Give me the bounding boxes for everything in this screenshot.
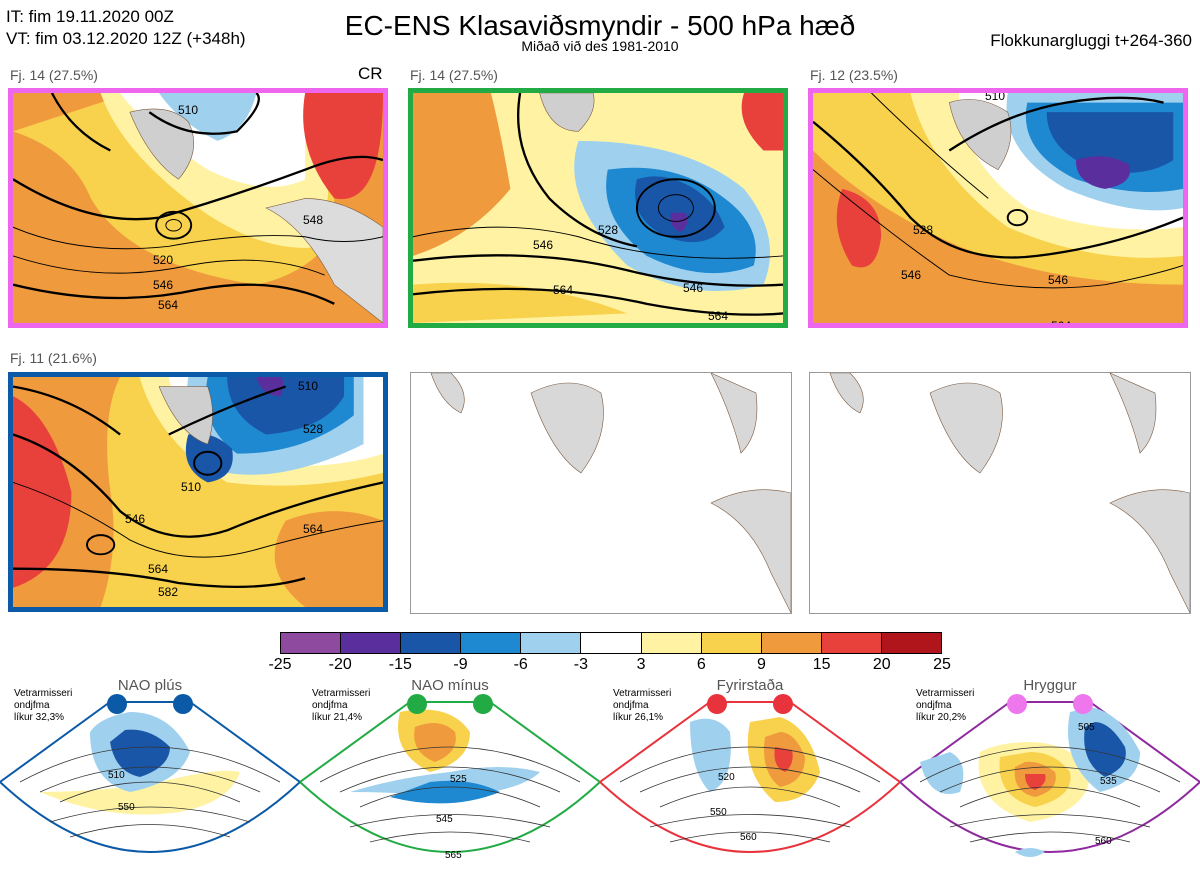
regime-name: NAO plús [117,677,183,694]
contour-label: 564 [708,309,729,323]
colorbar-swatch [881,633,942,653]
colorbar-tick-label: 25 [933,656,951,673]
page-title: EC-ENS Klasaviðsmyndir - 500 hPa hæð [344,10,856,41]
contour-label: 510 [108,770,125,781]
contour-label: 520 [718,772,735,783]
regime-nao-plus-map [0,694,300,853]
contour-label: 528 [598,223,619,237]
contour-label: 582 [213,321,234,328]
cr-marker: CR [358,64,383,83]
cluster-2-map[interactable]: 528 546 546 564 564 [408,88,788,328]
cluster-4-label: Fj. 11 (21.6%) [10,350,97,366]
colorbar-swatch [821,633,882,653]
contour-label: 528 [913,223,934,237]
colorbar-swatch [701,633,762,653]
regime-nao-minus-map [300,694,600,853]
cluster-1-anomaly-field [13,93,383,323]
regime-note: Vetrarmisseri ondjfma líkur 21,4% [312,688,371,723]
contour-label: 545 [436,814,453,825]
contour-label: 564 [158,298,179,312]
contour-label: 565 [445,850,462,861]
colorbar-swatch [641,633,702,653]
regime-nao-minus: 525 545 565 [300,672,600,871]
colorbar-tick-label: -9 [453,656,468,673]
colorbar-tick-label: -6 [513,656,528,673]
contour-label: 548 [303,213,324,227]
contour-label: 564 [303,522,324,536]
contour-label: 510 [985,89,1006,103]
regime-blocking-map [600,694,900,853]
contour-label: 546 [153,278,174,292]
basemap [829,373,1190,613]
regime-note: Vetrarmisseri ondjfma líkur 32,3% [14,688,73,723]
cluster-2-label: Fj. 14 (27.5%) [410,67,498,83]
cluster-1-map[interactable]: 510 520 546 548 564 582 [8,88,388,328]
contour-label: 546 [533,238,554,252]
colorbar-tick-label: 9 [757,656,766,673]
initial-time: IT: fim 19.11.2020 00Z [6,7,174,26]
regime-blocking: 520 550 560 [600,672,900,871]
cluster-1-label: Fj. 14 (27.5%) [10,67,98,83]
regime-name: NAO mínus [411,677,489,694]
contour-label: 510 [181,480,202,494]
regime-name: Fyrirstaða [716,677,784,694]
contour-label: 564 [148,562,169,576]
regime-name: Hryggur [1023,677,1077,694]
valid-time: VT: fim 03.12.2020 12Z (+348h) [6,29,246,48]
regime-note: Vetrarmisseri ondjfma líkur 26,1% [613,688,672,723]
colorbar-tick-label: 6 [696,656,706,673]
contour-label: 546 [683,281,704,295]
contour-label: 528 [303,422,324,436]
cluster-3-label: Fj. 12 (23.5%) [810,67,898,83]
contour-label: 560 [740,832,757,843]
cluster-3-anomaly-field [813,93,1183,323]
regime-ridge: 505 535 560 [900,672,1200,871]
cluster-window: Flokkunargluggi t+264-360 [990,31,1192,50]
basemap [430,373,791,613]
colorbar-swatch [401,633,462,653]
contour-label: 582 [158,585,179,599]
regime-note: Vetrarmisseri ondjfma líkur 20,2% [916,688,975,723]
cluster-4-anomaly-field [13,377,383,607]
contour-label: 550 [710,807,727,818]
colorbar-tick-label: 3 [636,656,646,673]
colorbar-tick-label: 20 [872,656,891,673]
colorbar-swatch [521,633,582,653]
colorbar-tick-label: -25 [268,656,292,673]
colorbar-swatch [281,633,342,653]
cluster-4-map[interactable]: 510 528 510 546 564 564 582 [8,372,388,612]
colorbar-tick-label: -3 [573,656,589,673]
empty-panel-5 [410,372,792,614]
colorbar-swatch [581,633,642,653]
contour-label: 520 [153,253,174,267]
contour-label: 550 [118,802,135,813]
regime-ridge-map [900,694,1200,857]
colorbar-tick-label: -15 [388,656,412,673]
contour-label: 560 [1095,836,1112,847]
contour-label: 525 [450,774,467,785]
contour-label: 564 [1051,319,1072,328]
colorbar [280,632,942,654]
colorbar-swatch [341,633,402,653]
contour-label: 510 [298,379,319,393]
page-subtitle: Miðað við des 1981-2010 [521,38,679,54]
contour-label: 535 [1100,776,1117,787]
cluster-3-map[interactable]: 510 528 546 546 564 [808,88,1188,328]
contour-label: 564 [553,283,574,297]
contour-label: 505 [1078,722,1095,733]
contour-label: 546 [901,268,922,282]
colorbar-tick-label: -20 [328,656,352,673]
colorbar-tick-label: 15 [812,656,831,673]
regime-nao-plus: 510 550 [0,672,300,871]
contour-label: 546 [1048,273,1069,287]
contour-label: 510 [178,103,199,117]
empty-panel-6 [809,372,1191,614]
contour-label: 546 [125,512,146,526]
cluster-2-anomaly-field [413,93,783,323]
colorbar-swatch [761,633,822,653]
colorbar-swatch [461,633,522,653]
